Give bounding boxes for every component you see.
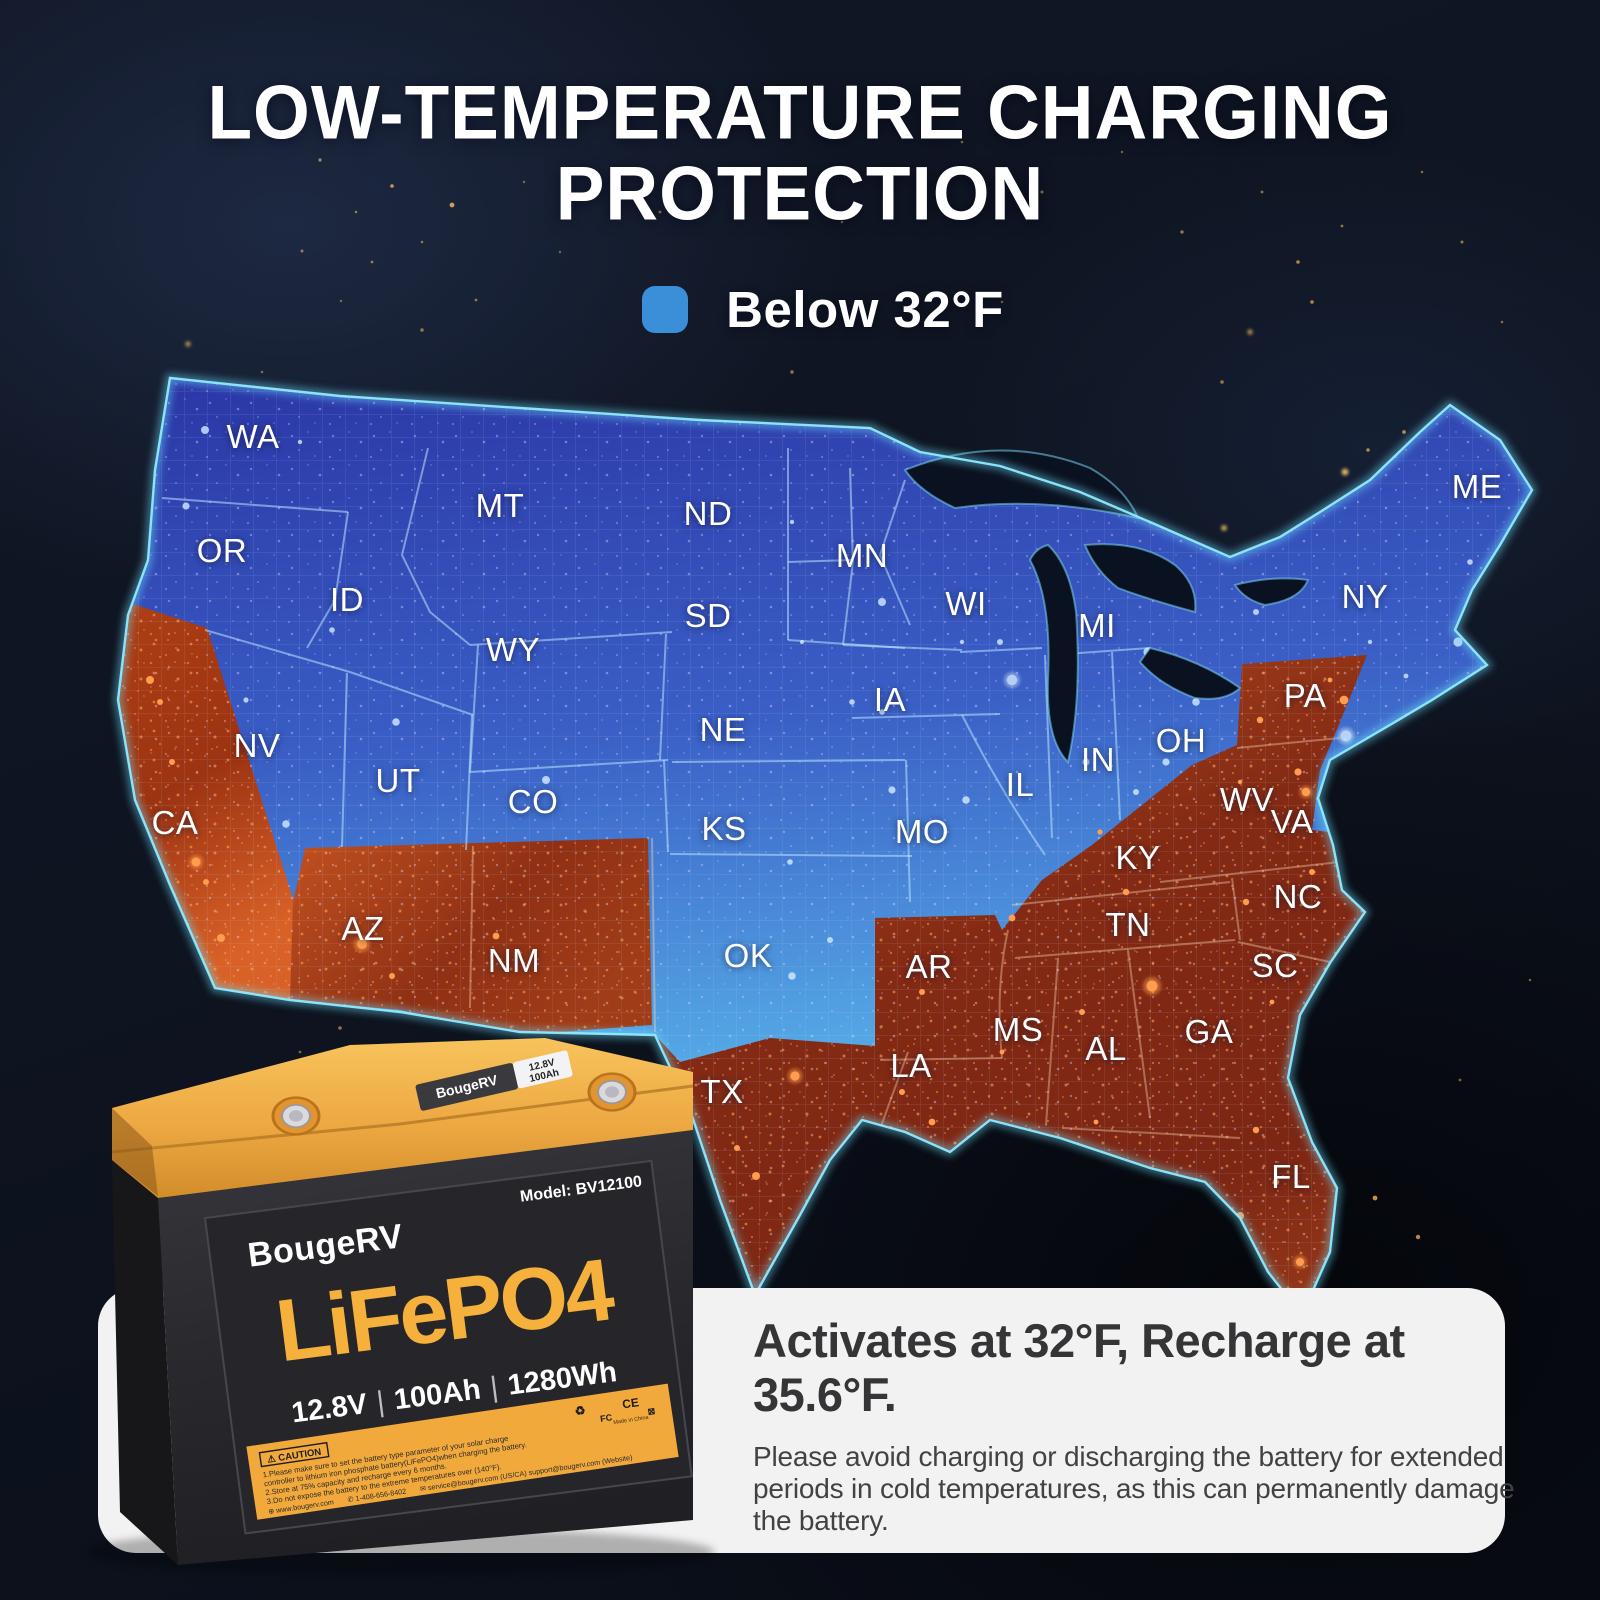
state-borders-cold — [161, 447, 1151, 903]
great-lakes — [903, 449, 1310, 764]
card-body: Please avoid charging or discharging the… — [753, 1441, 1515, 1536]
legend: Below 32°F — [0, 280, 1600, 339]
legend-label: Below 32°F — [726, 281, 1004, 338]
background-city-lights — [185, 140, 1532, 1240]
title-line-1: LOW-TEMPERATURE CHARGING — [207, 70, 1393, 156]
page-title: LOW-TEMPERATURE CHARGING PROTECTION — [0, 70, 1600, 237]
legend-swatch-icon — [642, 286, 689, 333]
title-line-2: PROTECTION — [555, 152, 1045, 237]
state-borders-warm — [469, 737, 1359, 1141]
card-heading: Activates at 32°F, Recharge at 35.6°F. — [753, 1314, 1405, 1421]
info-card: Activates at 32°F, Recharge at 35.6°F. P… — [98, 1288, 1515, 1553]
